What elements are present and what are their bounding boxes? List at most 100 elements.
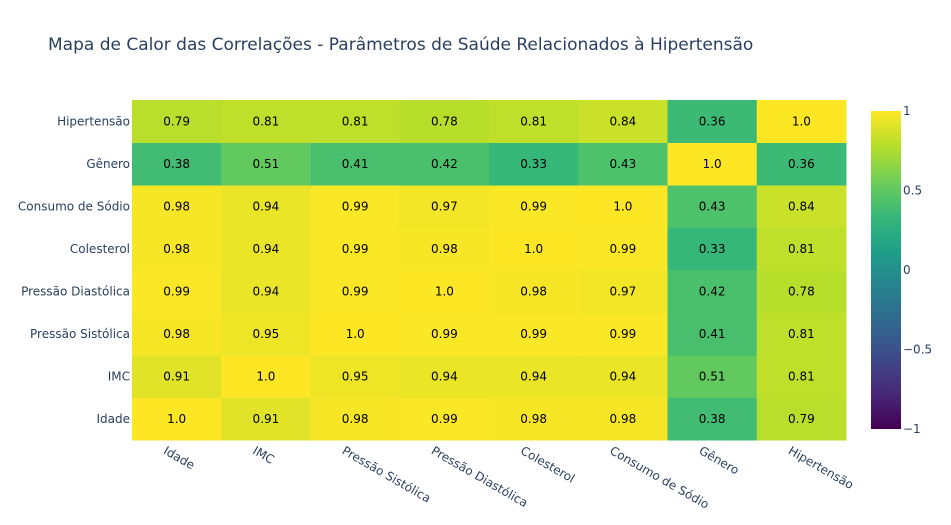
- heatmap-cell-consumo-de-sodio-idade: [132, 185, 222, 228]
- heatmap-cell-genero-pressao-diastolica: [399, 142, 490, 186]
- x-tick-label-consumo-de-sodio: Consumo de Sódio: [607, 443, 711, 511]
- cell-value-label: 0.98: [163, 199, 190, 213]
- cell-value-label: 0.99: [520, 327, 547, 341]
- heatmap-cell-colesterol-colesterol: [489, 227, 579, 271]
- cell-value-label: 0.99: [431, 327, 458, 341]
- cell-value-label: 0.95: [253, 327, 280, 341]
- cell-value-label: 1.0: [792, 114, 811, 128]
- heatmap-cell-consumo-de-sodio-colesterol: [489, 185, 579, 228]
- heatmap-cell-colesterol-genero: [667, 227, 758, 271]
- heatmap-cell-pressao-diastolica-idade: [132, 270, 222, 313]
- cell-value-label: 0.38: [699, 412, 726, 426]
- cell-value-label: 0.51: [699, 369, 726, 383]
- x-tick-label-pressao-diastolica: Pressão Diastólica: [429, 443, 530, 510]
- cell-value-label: 0.91: [253, 412, 280, 426]
- heatmap-cell-hipertensao-pressao-diastolica: [399, 100, 490, 143]
- cell-value-label: 0.94: [520, 369, 547, 383]
- cell-value-label: 1.0: [524, 242, 543, 256]
- heatmap-cell-imc-pressao-sistolica: [310, 355, 401, 398]
- cell-value-label: 0.98: [520, 284, 547, 298]
- cell-value-label: 0.99: [342, 242, 369, 256]
- cell-value-label: 0.42: [431, 157, 458, 171]
- x-tick-label-idade: Idade: [161, 443, 197, 472]
- y-tick-label-pressao-diastolica: Pressão Diastólica: [21, 284, 130, 298]
- cell-value-label: 0.84: [610, 114, 637, 128]
- cell-value-label: 0.41: [342, 157, 369, 171]
- cell-value-label: 0.81: [788, 242, 815, 256]
- heatmap-cell-consumo-de-sodio-pressao-diastolica: [399, 185, 490, 228]
- x-tick-label-pressao-sistolica: Pressão Sistólica: [340, 443, 434, 505]
- cell-value-label: 0.97: [431, 199, 458, 213]
- heatmap-cell-pressao-sistolica-hipertensao: [756, 312, 847, 356]
- cell-value-label: 0.36: [788, 157, 815, 171]
- cell-value-label: 0.99: [520, 199, 547, 213]
- cell-value-label: 1.0: [703, 157, 722, 171]
- heatmap-cell-genero-idade: [132, 142, 222, 186]
- x-tick-label-genero: Gênero: [697, 443, 742, 477]
- heatmap-cell-colesterol-imc: [221, 227, 311, 271]
- heatmap-cell-colesterol-consumo-de-sodio: [578, 227, 668, 271]
- heatmap-cell-imc-imc: [221, 355, 311, 398]
- heatmap-cell-genero-genero: [667, 142, 758, 186]
- heatmap-cell-pressao-diastolica-hipertensao: [756, 270, 847, 313]
- heatmap-cell-idade-hipertensao: [756, 397, 847, 441]
- heatmap-cell-idade-consumo-de-sodio: [578, 397, 668, 441]
- heatmap-cell-imc-genero: [667, 355, 758, 398]
- cell-value-label: 0.51: [253, 157, 280, 171]
- heatmap-cell-hipertensao-hipertensao: [756, 100, 847, 143]
- heatmap-cell-pressao-sistolica-colesterol: [489, 312, 579, 356]
- cell-value-label: 0.41: [699, 327, 726, 341]
- cell-value-label: 1.0: [167, 412, 186, 426]
- colorbar: 1 0.5 0 −0.5 −1: [871, 104, 932, 436]
- heatmap-cell-consumo-de-sodio-pressao-sistolica: [310, 185, 401, 228]
- heatmap-cell-imc-consumo-de-sodio: [578, 355, 668, 398]
- heatmap-cell-pressao-sistolica-pressao-diastolica: [399, 312, 490, 356]
- cell-value-label: 0.94: [431, 369, 458, 383]
- x-tick-label-hipertensao: Hipertensão: [786, 443, 856, 492]
- y-tick-label-idade: Idade: [96, 412, 130, 426]
- heatmap-cell-idade-pressao-diastolica: [399, 397, 490, 441]
- heatmap-cell-hipertensao-idade: [132, 100, 222, 143]
- heatmap-cell-idade-genero: [667, 397, 758, 441]
- colorbar-tick-label: 0: [903, 263, 911, 277]
- cell-value-label: 0.43: [699, 199, 726, 213]
- y-tick-label-imc: IMC: [108, 369, 130, 383]
- cell-value-label: 0.78: [431, 114, 458, 128]
- heatmap-cell-idade-idade: [132, 397, 222, 441]
- heatmap-cell-pressao-diastolica-imc: [221, 270, 311, 313]
- cell-value-label: 0.33: [699, 242, 726, 256]
- heatmap-cell-imc-colesterol: [489, 355, 579, 398]
- heatmap-cell-pressao-sistolica-genero: [667, 312, 758, 356]
- cell-value-label: 0.98: [163, 327, 190, 341]
- cell-value-label: 0.43: [610, 157, 637, 171]
- cell-value-label: 1.0: [256, 369, 275, 383]
- heatmap-cell-pressao-sistolica-pressao-sistolica: [310, 312, 401, 356]
- cell-value-label: 1.0: [346, 327, 365, 341]
- heatmap-cell-consumo-de-sodio-imc: [221, 185, 311, 228]
- cell-value-label: 0.81: [342, 114, 369, 128]
- heatmap-cell-genero-imc: [221, 142, 311, 186]
- y-tick-label-pressao-sistolica: Pressão Sistólica: [30, 327, 130, 341]
- heatmap-cell-hipertensao-imc: [221, 100, 311, 143]
- cell-value-label: 0.98: [431, 242, 458, 256]
- cell-value-label: 0.98: [520, 412, 547, 426]
- cell-value-label: 0.91: [163, 369, 190, 383]
- colorbar-tick-labels: 1 0.5 0 −0.5 −1: [903, 104, 932, 436]
- heatmap-cell-imc-hipertensao: [756, 355, 847, 398]
- cell-value-label: 0.99: [342, 284, 369, 298]
- cell-value-label: 0.81: [788, 327, 815, 341]
- cell-value-label: 0.94: [253, 284, 280, 298]
- heatmap-cell-idade-colesterol: [489, 397, 579, 441]
- y-tick-label-colesterol: Colesterol: [70, 242, 130, 256]
- heatmap-cell-colesterol-pressao-diastolica: [399, 227, 490, 271]
- cell-value-label: 0.99: [610, 242, 637, 256]
- cell-value-label: 0.36: [699, 114, 726, 128]
- heatmap-cell-hipertensao-pressao-sistolica: [310, 100, 401, 143]
- heatmap-cell-genero-hipertensao: [756, 142, 847, 186]
- cell-value-label: 1.0: [435, 284, 454, 298]
- cell-value-label: 0.95: [342, 369, 369, 383]
- cell-value-label: 0.79: [163, 114, 190, 128]
- heatmap-cell-hipertensao-genero: [667, 100, 758, 143]
- colorbar-tick-label: −1: [903, 422, 921, 436]
- cell-value-label: 1.0: [613, 199, 632, 213]
